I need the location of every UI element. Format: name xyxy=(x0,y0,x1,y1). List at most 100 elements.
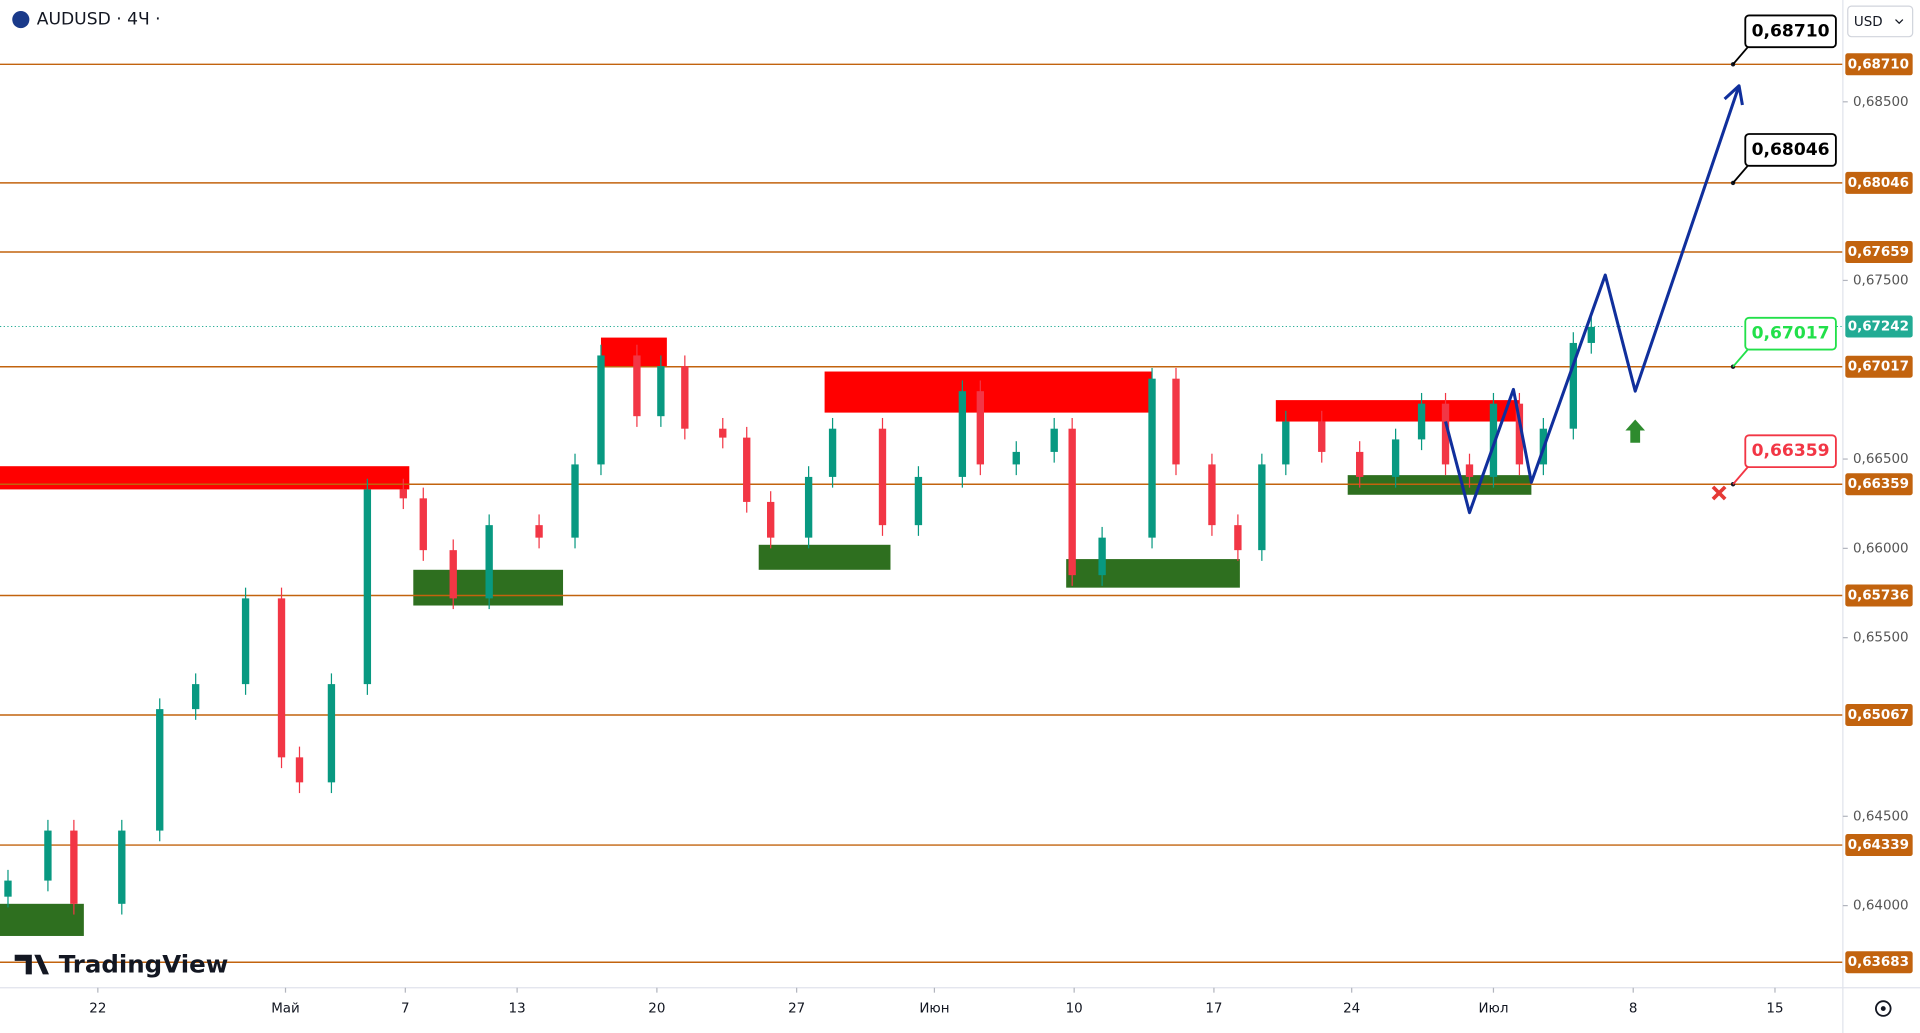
candle-body xyxy=(535,525,543,538)
candle-body xyxy=(156,709,164,831)
last-price-label: 0,67242 xyxy=(1848,320,1909,335)
candle-body xyxy=(1172,378,1180,465)
x-tick-label: 17 xyxy=(1205,1002,1222,1017)
candle-body xyxy=(1569,342,1577,429)
level-price-tag xyxy=(1845,473,1913,496)
level-price-tag xyxy=(1845,171,1913,194)
brand-name[interactable]: TradingView xyxy=(59,950,229,979)
candle-body xyxy=(295,757,304,783)
candle-body xyxy=(719,428,727,438)
candle-body xyxy=(1234,525,1242,551)
candle-body xyxy=(1515,403,1524,465)
candle-body xyxy=(1068,428,1076,576)
candle-body xyxy=(1391,439,1400,477)
projection-line xyxy=(1444,85,1741,515)
y-tick-label: 0,64500 xyxy=(1853,809,1909,824)
zone xyxy=(824,371,1153,413)
callout-box xyxy=(1744,434,1837,469)
zone xyxy=(0,903,84,936)
callout-box xyxy=(1744,133,1837,167)
callout-pointer xyxy=(1732,466,1749,485)
plot-area xyxy=(0,63,1843,963)
settings-icon-center xyxy=(1880,1006,1886,1011)
level-price-label: 0,66359 xyxy=(1848,477,1909,492)
x-tick-label: 15 xyxy=(1766,1002,1783,1017)
symbol-title[interactable]: AUDUSD · 4Ч · xyxy=(37,10,161,30)
candle-body xyxy=(399,489,407,499)
signal-marker xyxy=(1625,419,1646,443)
candle-body xyxy=(767,501,775,538)
candle-body xyxy=(633,355,641,417)
x-tick-label: 7 xyxy=(401,1002,410,1017)
callout-label: 0,68046 xyxy=(1752,140,1830,160)
level-price-label: 0,65067 xyxy=(1848,708,1909,723)
candle-body xyxy=(4,880,12,897)
x-tick-label: Май xyxy=(271,1002,300,1017)
candle-body xyxy=(485,525,493,599)
candle-body xyxy=(804,476,813,538)
candle-body xyxy=(70,830,78,904)
candle-body xyxy=(191,684,200,710)
x-tick-label: 20 xyxy=(648,1002,665,1017)
y-tick-label: 0,66500 xyxy=(1853,452,1909,467)
level-price-label: 0,68046 xyxy=(1848,176,1909,191)
candle-body xyxy=(828,428,837,477)
candle-body xyxy=(1441,403,1450,465)
candle-body xyxy=(1465,464,1474,477)
level-price-label: 0,65736 xyxy=(1848,589,1909,604)
candle-body xyxy=(1050,428,1058,452)
candle-body xyxy=(363,489,372,685)
candle-body xyxy=(118,830,126,904)
candle-body xyxy=(976,391,985,465)
candle-body xyxy=(878,428,887,526)
level-price-label: 0,63683 xyxy=(1848,955,1909,970)
candle-body xyxy=(449,550,457,599)
candle-body xyxy=(914,476,923,526)
settings-icon[interactable] xyxy=(1875,1000,1892,1017)
candle-body xyxy=(1282,421,1290,465)
candle-body xyxy=(657,366,665,417)
candle-body xyxy=(597,355,605,465)
x-tick-label: 27 xyxy=(788,1002,805,1017)
candle-body xyxy=(1012,451,1020,465)
candle-body xyxy=(1489,403,1498,477)
level-price-label: 0,68710 xyxy=(1848,57,1909,72)
y-tick-label: 0,66000 xyxy=(1853,541,1909,556)
candle-body xyxy=(1318,421,1326,452)
candle-body xyxy=(327,684,336,783)
symbol-flag xyxy=(12,11,30,29)
projection-arrowhead xyxy=(1723,84,1744,106)
zone xyxy=(758,544,891,570)
candle-body xyxy=(1258,464,1266,551)
currency-button[interactable] xyxy=(1847,5,1914,38)
callout-pointer xyxy=(1732,165,1749,184)
y-tick-label: 0,67500 xyxy=(1853,273,1909,288)
candle-body xyxy=(277,598,286,758)
level-price-tag xyxy=(1845,951,1913,974)
level-price-tag xyxy=(1845,704,1913,727)
candle-body xyxy=(958,391,967,477)
candle-body xyxy=(571,464,579,538)
y-tick-label: 0,68500 xyxy=(1853,95,1909,110)
x-tick-label: 10 xyxy=(1066,1002,1083,1017)
level-price-label: 0,64339 xyxy=(1848,838,1909,853)
zone xyxy=(1066,559,1240,588)
y-tick-label: 0,64000 xyxy=(1853,899,1909,914)
candle-body xyxy=(1148,378,1156,538)
candle-body xyxy=(743,437,751,502)
brand-logo[interactable]: TradingView xyxy=(14,950,229,979)
x-tick-label: 8 xyxy=(1629,1002,1638,1017)
callout-pointer xyxy=(1732,46,1749,65)
zone xyxy=(0,466,410,490)
currency-label[interactable]: USD xyxy=(1854,15,1883,30)
callout-box xyxy=(1744,316,1837,351)
callout-label: 0,67017 xyxy=(1752,324,1830,344)
callout-box xyxy=(1744,14,1837,49)
candle-body xyxy=(1208,464,1216,526)
callout-label: 0,68710 xyxy=(1752,21,1830,41)
callout-label: 0,66359 xyxy=(1752,441,1830,461)
last-price-tag xyxy=(1845,315,1913,338)
